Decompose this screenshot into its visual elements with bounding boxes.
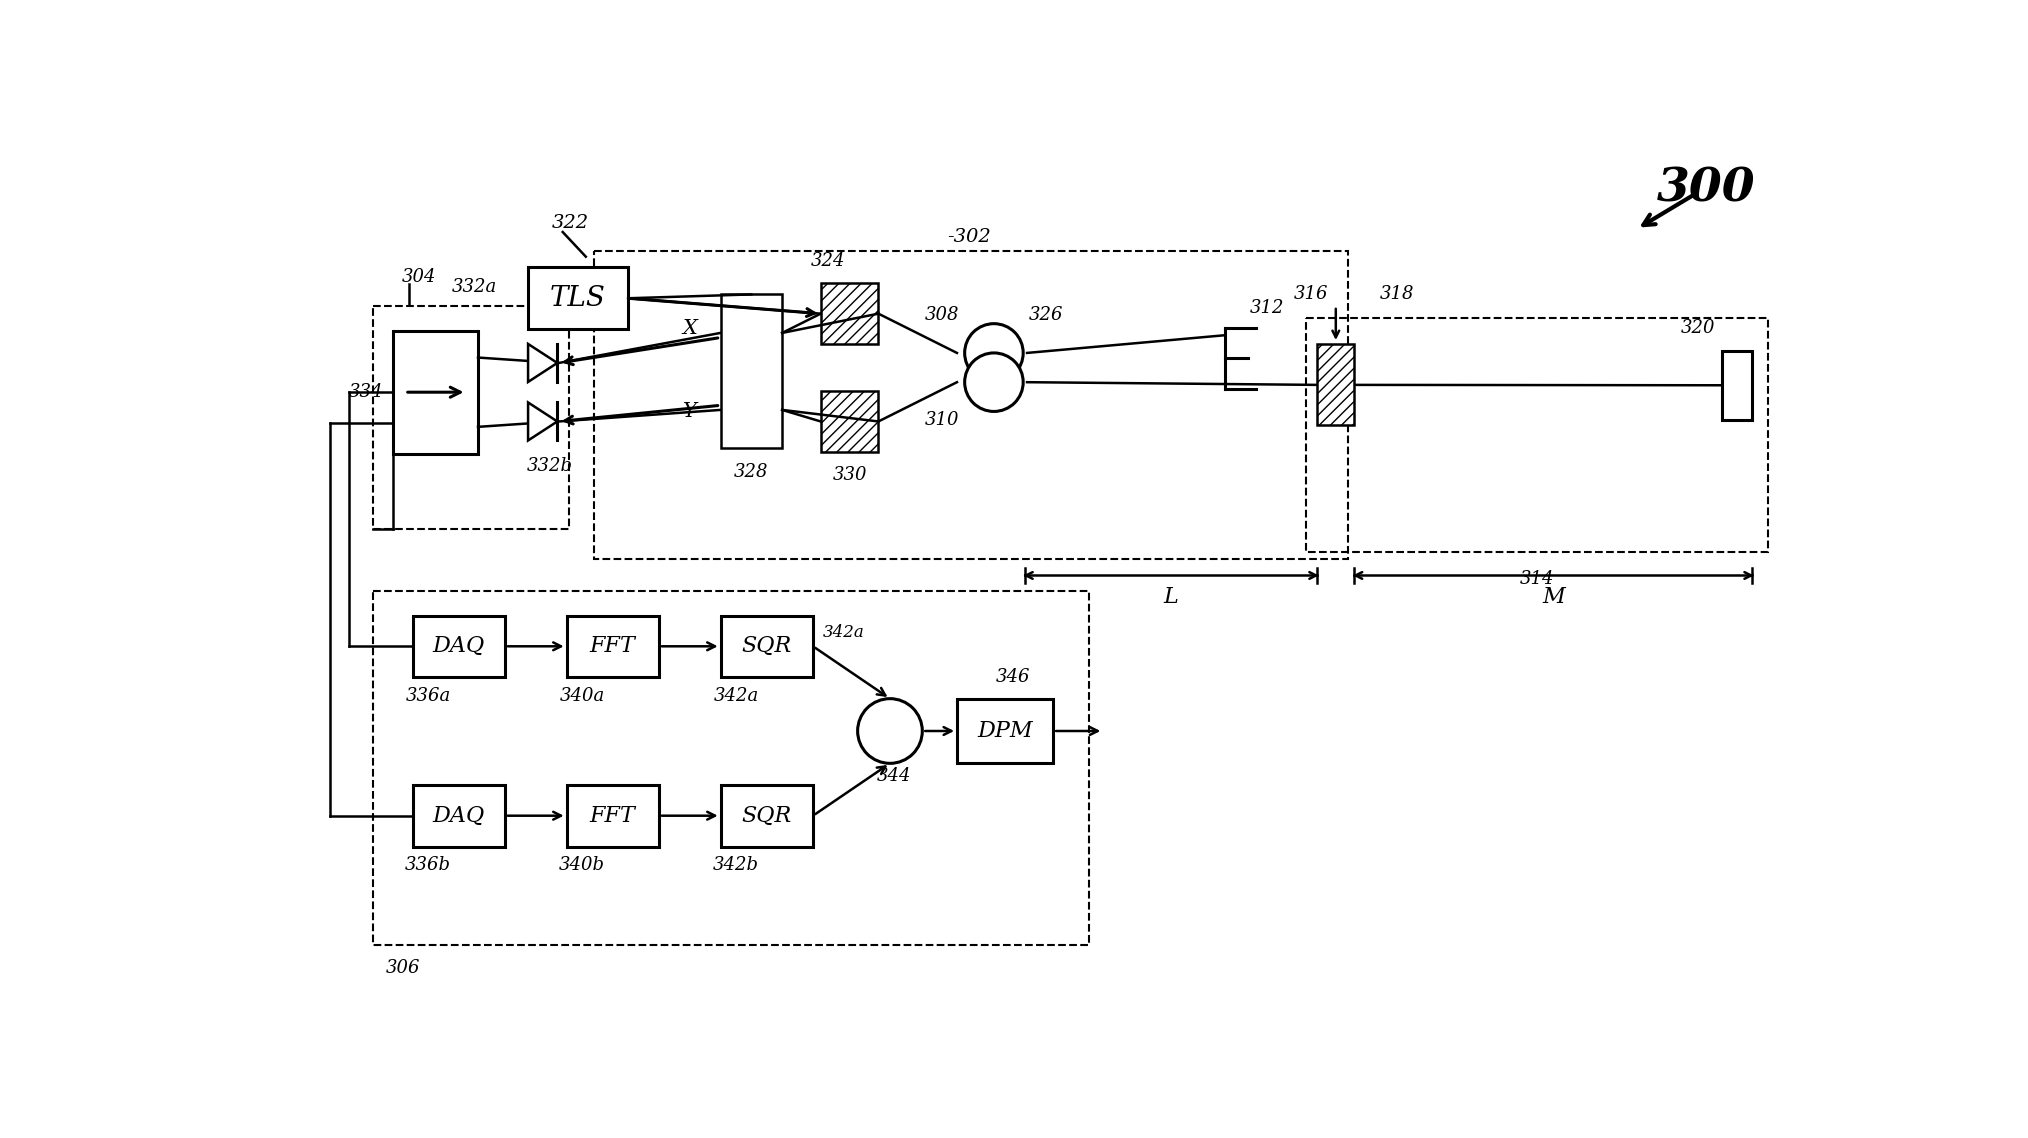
Bar [957, 699, 1053, 764]
Text: 342a: 342a [714, 686, 758, 704]
Text: 336b: 336b [406, 856, 450, 874]
Bar [594, 250, 1349, 559]
Text: FFT: FFT [590, 635, 635, 658]
Bar [393, 331, 479, 454]
Text: Σ: Σ [878, 715, 902, 747]
Text: 306: 306 [385, 959, 420, 978]
Polygon shape [720, 295, 783, 448]
Text: 340a: 340a [560, 686, 604, 704]
Bar [373, 591, 1089, 945]
Text: 328: 328 [734, 462, 769, 480]
Bar [1318, 345, 1355, 426]
Text: 320: 320 [1681, 319, 1716, 337]
Text: X: X [681, 319, 698, 338]
Bar [720, 785, 813, 847]
Polygon shape [527, 344, 558, 382]
Text: 304: 304 [402, 267, 436, 286]
Text: DAQ: DAQ [432, 635, 485, 658]
Text: 342a: 342a [823, 624, 864, 641]
Circle shape [965, 323, 1024, 382]
Text: 324: 324 [811, 253, 846, 271]
Polygon shape [527, 403, 558, 440]
Text: 334: 334 [349, 384, 383, 402]
Bar [373, 306, 570, 529]
Text: 300: 300 [1657, 166, 1756, 212]
Text: 314: 314 [1519, 570, 1553, 588]
Text: 312: 312 [1249, 299, 1284, 318]
Bar [1306, 318, 1768, 552]
Text: 318: 318 [1379, 286, 1414, 304]
Text: SQR: SQR [742, 805, 791, 826]
Text: 344: 344 [876, 767, 911, 785]
Bar [1722, 351, 1752, 420]
Bar [821, 283, 878, 345]
Text: 332a: 332a [452, 278, 497, 296]
Text: 346: 346 [996, 668, 1030, 686]
Text: 330: 330 [831, 467, 866, 485]
Circle shape [858, 699, 923, 764]
Text: 340b: 340b [560, 856, 604, 874]
Bar [821, 390, 878, 452]
Text: 322: 322 [552, 214, 588, 232]
Text: DAQ: DAQ [432, 805, 485, 826]
Text: DPM: DPM [977, 720, 1032, 742]
Text: FFT: FFT [590, 805, 635, 826]
Bar [412, 616, 505, 677]
Text: 336a: 336a [406, 686, 450, 704]
Text: 308: 308 [925, 306, 959, 324]
Bar [527, 267, 629, 329]
Text: M: M [1541, 586, 1566, 608]
Text: SQR: SQR [742, 635, 791, 658]
Text: 332b: 332b [527, 457, 572, 476]
Bar [566, 616, 659, 677]
Text: TLS: TLS [550, 284, 606, 312]
Text: 316: 316 [1294, 286, 1328, 304]
Bar [412, 785, 505, 847]
Circle shape [965, 353, 1024, 412]
Text: 326: 326 [1028, 306, 1063, 324]
Text: L: L [1164, 586, 1178, 608]
Text: Y: Y [683, 402, 698, 421]
Text: -302: -302 [947, 228, 992, 246]
Bar [720, 616, 813, 677]
Text: 342b: 342b [714, 856, 758, 874]
Text: 310: 310 [925, 411, 959, 429]
Bar [566, 785, 659, 847]
